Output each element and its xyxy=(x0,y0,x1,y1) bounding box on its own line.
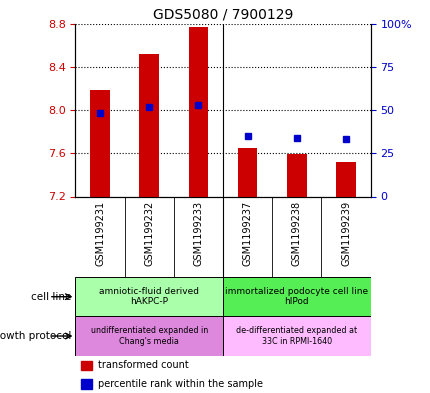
Text: immortalized podocyte cell line
hIPod: immortalized podocyte cell line hIPod xyxy=(225,287,368,307)
Bar xyxy=(335,162,355,196)
Bar xyxy=(75,277,223,316)
Text: GSM1199237: GSM1199237 xyxy=(242,200,252,266)
Text: GSM1199232: GSM1199232 xyxy=(144,200,154,266)
Bar xyxy=(237,148,257,196)
Text: transformed count: transformed count xyxy=(97,360,188,370)
Bar xyxy=(286,154,306,196)
Text: amniotic-fluid derived
hAKPC-P: amniotic-fluid derived hAKPC-P xyxy=(99,287,199,307)
Bar xyxy=(223,277,370,316)
Bar xyxy=(139,54,159,196)
Bar xyxy=(75,316,223,356)
Text: GSM1199239: GSM1199239 xyxy=(340,200,350,266)
Bar xyxy=(188,27,208,196)
Text: GSM1199238: GSM1199238 xyxy=(291,200,301,266)
Text: GSM1199233: GSM1199233 xyxy=(193,200,203,266)
Text: percentile rank within the sample: percentile rank within the sample xyxy=(97,379,262,389)
Text: undifferentiated expanded in
Chang's media: undifferentiated expanded in Chang's med… xyxy=(90,326,207,346)
Bar xyxy=(90,90,110,196)
Text: GSM1199231: GSM1199231 xyxy=(95,200,105,266)
Bar xyxy=(223,316,370,356)
Title: GDS5080 / 7900129: GDS5080 / 7900129 xyxy=(153,7,292,21)
Text: growth protocol: growth protocol xyxy=(0,331,71,341)
Bar xyxy=(81,360,92,370)
Text: cell line: cell line xyxy=(31,292,71,302)
Text: de-differentiated expanded at
33C in RPMI-1640: de-differentiated expanded at 33C in RPM… xyxy=(236,326,356,346)
Bar xyxy=(81,379,92,389)
